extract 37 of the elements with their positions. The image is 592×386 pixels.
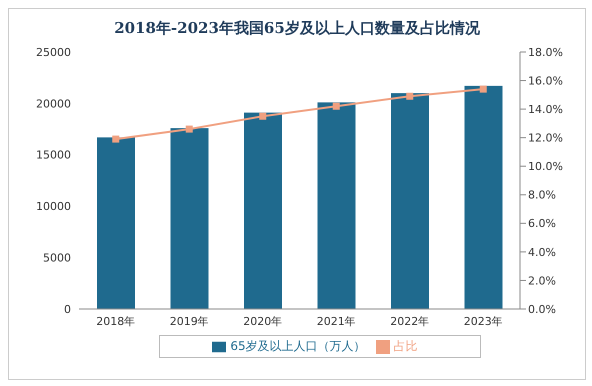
x-tick-label: 2022年 <box>390 314 430 328</box>
y2-tick-label: 2.0% <box>528 274 556 288</box>
y-tick-label: 0 <box>64 302 71 316</box>
y2-tick-label: 6.0% <box>528 217 556 230</box>
point <box>406 92 414 100</box>
y2-tick-label: 14.0% <box>528 103 563 116</box>
y-tick-label: 15000 <box>36 148 71 162</box>
y2-tick-label: 10.0% <box>528 160 563 174</box>
legend-label: 65岁及以上人口（万人） <box>230 339 366 353</box>
y2-tick-label: 18.0% <box>528 46 563 59</box>
x-tick-label: 2018年 <box>96 314 136 328</box>
y-tick-label: 25000 <box>36 46 71 59</box>
y-tick-label: 20000 <box>36 97 71 110</box>
bar <box>318 102 356 309</box>
point <box>186 126 193 133</box>
legend-label: 占比 <box>394 339 418 353</box>
x-tick-label: 2021年 <box>316 314 356 328</box>
x-tick-label: 2023年 <box>464 314 503 328</box>
x-tick-label: 2020年 <box>243 314 282 328</box>
chart-title: 2018年-2023年我国65岁及以上人口数量及占比情况 <box>113 19 481 38</box>
point <box>112 136 120 143</box>
bar <box>464 86 502 309</box>
x-tick-label: 2019年 <box>170 314 209 328</box>
y-tick-label: 5000 <box>43 252 71 265</box>
point <box>332 102 340 110</box>
y-tick-label: 10000 <box>36 200 71 214</box>
point <box>259 112 266 120</box>
point <box>480 86 487 93</box>
y2-tick-label: 8.0% <box>528 188 556 202</box>
bar <box>244 112 282 309</box>
y2-tick-label: 16.0% <box>528 74 563 88</box>
y2-tick-label: 0.0% <box>528 302 556 316</box>
bar <box>391 93 429 309</box>
y2-tick-label: 12.0% <box>528 132 563 145</box>
bar <box>97 137 135 309</box>
y2-tick-label: 4.0% <box>528 246 556 259</box>
bar <box>170 128 208 309</box>
